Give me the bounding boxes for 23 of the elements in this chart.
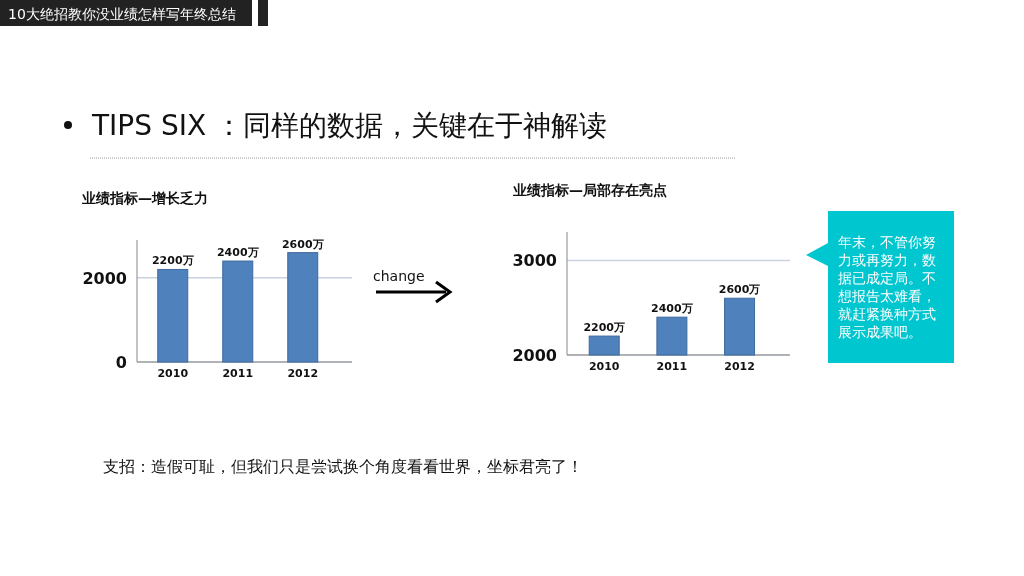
data-label: 2600万	[281, 237, 324, 251]
text: TIPS SIX ：同样的数据，关键在于神解读	[91, 109, 608, 142]
text: change	[373, 268, 425, 284]
chart-title: 业绩指标—增长乏力	[81, 190, 208, 206]
data-label: 2200万	[151, 254, 194, 268]
data-label: 2400万	[651, 302, 693, 316]
x-tick-label: 2011	[656, 360, 688, 373]
y-tick-label: 3000	[512, 251, 557, 271]
y-tick-label: 2000	[512, 346, 557, 365]
x-tick-label: 2012	[287, 367, 319, 380]
data-label: 2600万	[718, 283, 761, 297]
y-tick-label: 0	[115, 353, 127, 372]
text: 10大绝招教你没业绩怎样写年终总结	[8, 6, 236, 22]
text: 支招：造假可耻，但我们只是尝试换个角度看看世界，坐标君亮了！	[103, 457, 583, 476]
data-label: 2400万	[216, 246, 259, 260]
x-tick-label: 2010	[588, 360, 620, 373]
chart-title: 业绩指标—局部存在亮点	[512, 182, 667, 198]
text: 年末，不管你努力或再努力，数据已成定局。不想报告太难看，就赶紧换种方式展示成果吧。	[837, 234, 936, 340]
y-tick-label: 2000	[82, 268, 127, 288]
x-tick-label: 2010	[157, 367, 189, 380]
x-tick-label: 2011	[222, 367, 254, 380]
x-tick-label: 2012	[724, 360, 755, 373]
data-label: 2200万	[583, 321, 626, 335]
